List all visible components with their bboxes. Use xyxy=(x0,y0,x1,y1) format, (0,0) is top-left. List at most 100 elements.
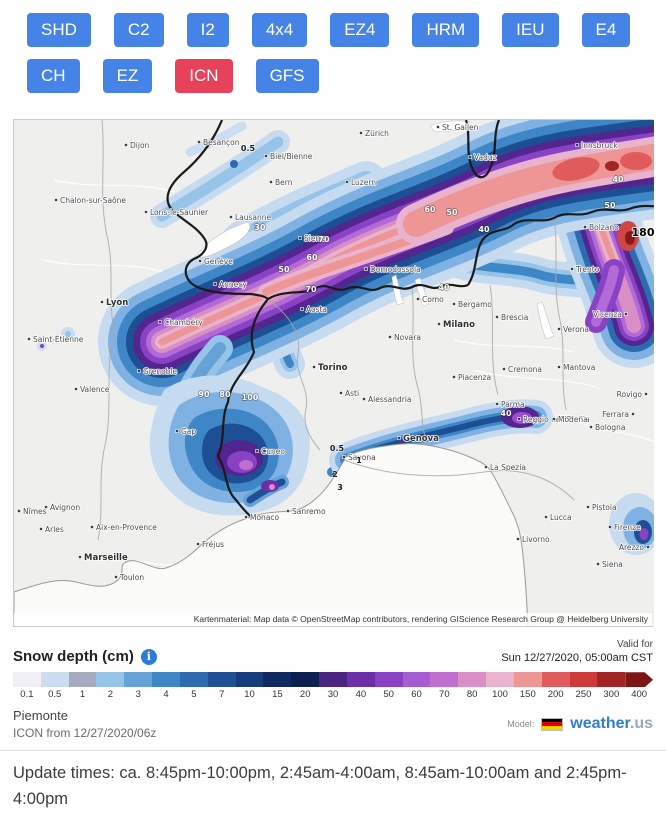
city-label: Chalon-sur-Saône xyxy=(60,196,126,205)
city-marker xyxy=(137,369,141,373)
scale-swatch-200 xyxy=(541,672,570,688)
city-label: Genève xyxy=(204,257,233,266)
city-marker xyxy=(495,402,499,406)
value-label: 40 xyxy=(612,175,624,184)
info-icon[interactable]: i xyxy=(140,648,157,665)
scale-tick-5: 5 xyxy=(191,689,197,701)
map-canvas: Dijon Besançon Zürich St. Gallen Vaduz Innsbr… xyxy=(14,120,654,626)
city-label: Reggio nell'Emilia xyxy=(523,415,590,424)
city-marker xyxy=(342,455,346,459)
value-label: 100 xyxy=(242,393,259,402)
city-marker xyxy=(388,335,392,339)
city-label: Biel/Bienne xyxy=(270,152,313,161)
city-label: Sierre xyxy=(304,234,326,243)
city-labels: Dijon Besançon Zürich St. Gallen Vaduz Innsbr… xyxy=(17,122,650,583)
model-tab-i2[interactable]: I2 xyxy=(186,13,229,47)
scale-tick-1: 1 xyxy=(79,689,86,701)
city-marker xyxy=(631,412,635,416)
city-marker xyxy=(624,312,628,316)
city-marker xyxy=(552,417,556,421)
value-label: 180 xyxy=(632,226,654,239)
city-label: Monaco xyxy=(250,513,280,522)
city-label: Chambéry xyxy=(164,318,203,327)
scale-tick-150: 150 xyxy=(519,689,536,701)
country-borders xyxy=(166,120,654,518)
scale-swatch-30 xyxy=(319,672,347,688)
scale-swatch-3 xyxy=(124,672,153,688)
brand-weather: weather xyxy=(570,715,630,733)
city-label: Asti xyxy=(345,389,359,398)
city-marker xyxy=(78,555,82,559)
model-run: ICON from 12/27/2020/06z xyxy=(13,726,157,741)
model-tab-row-2: CH EZ ICN GFS xyxy=(27,59,666,93)
valid-for: Valid for Sun 12/27/2020, 05:00am CST xyxy=(501,639,653,665)
model-tab-hrm[interactable]: HRM xyxy=(412,13,480,47)
city-marker xyxy=(54,198,58,202)
city-label: Genova xyxy=(403,434,439,444)
city-label: Domodossola xyxy=(370,265,421,274)
city-label: Bologna xyxy=(595,423,626,432)
scale-tick-70: 70 xyxy=(439,689,450,701)
city-marker xyxy=(359,131,363,135)
city-label: Siena xyxy=(602,560,623,569)
city-label: Pistoia xyxy=(592,503,617,512)
model-tab-gfs[interactable]: GFS xyxy=(255,59,319,93)
valid-for-time: Sun 12/27/2020, 05:00am CST xyxy=(501,651,653,664)
model-tab-e4[interactable]: E4 xyxy=(581,13,631,47)
scale-swatch-2 xyxy=(96,672,125,688)
scale-tick-40: 40 xyxy=(355,689,367,701)
value-label: 90 xyxy=(198,390,210,399)
value-label: 70 xyxy=(305,285,317,294)
city-marker xyxy=(644,392,648,396)
city-marker xyxy=(416,297,420,301)
city-label: Valence xyxy=(80,385,110,394)
city-label: Toulon xyxy=(119,573,144,582)
model-tab-c2[interactable]: C2 xyxy=(113,13,164,47)
city-label: Lausanne xyxy=(235,213,272,222)
city-label: Como xyxy=(422,295,444,304)
lakes xyxy=(195,120,555,340)
city-marker xyxy=(286,509,290,513)
value-label: 40 xyxy=(500,409,512,418)
city-label: Marseille xyxy=(84,553,128,563)
model-tab-shd[interactable]: SHD xyxy=(27,13,91,47)
scale-swatch-7 xyxy=(207,672,236,688)
city-marker xyxy=(586,505,590,509)
city-label: Gap xyxy=(181,427,196,436)
scale-swatch-0.1 xyxy=(13,672,41,688)
scale-tick-2: 2 xyxy=(107,689,114,701)
scale-tick-3: 3 xyxy=(135,689,141,701)
weather-us-logo[interactable]: weather.us xyxy=(570,715,653,733)
city-label: Bern xyxy=(275,178,293,187)
city-label: Rovigo xyxy=(617,390,643,399)
city-label: Ferrara xyxy=(602,410,629,419)
model-tab-ieu[interactable]: IEU xyxy=(502,13,559,47)
city-marker xyxy=(484,465,488,469)
city-marker xyxy=(312,365,316,369)
value-label: 70 xyxy=(318,235,330,244)
scale-tick-15: 15 xyxy=(272,689,283,701)
city-marker xyxy=(364,267,368,271)
city-label: Trento xyxy=(575,265,600,274)
city-label: Innsbruck xyxy=(581,141,618,150)
city-marker xyxy=(300,307,304,311)
city-label: Sanremo xyxy=(292,507,326,516)
scale-tick-200: 200 xyxy=(547,689,564,701)
value-label: 0.5 xyxy=(241,144,256,153)
scale-swatch-15 xyxy=(263,672,292,688)
valid-for-label: Valid for xyxy=(617,639,653,650)
city-marker xyxy=(255,449,259,453)
model-tab-ch[interactable]: CH xyxy=(27,59,80,93)
city-marker xyxy=(196,542,200,546)
city-marker xyxy=(596,562,600,566)
model-tab-4x4[interactable]: 4x4 xyxy=(251,13,308,47)
model-tab-ez4[interactable]: EZ4 xyxy=(330,13,390,47)
city-marker xyxy=(362,397,366,401)
scale-swatch-60 xyxy=(402,672,431,688)
model-tab-icn[interactable]: ICN xyxy=(175,59,233,93)
model-tab-ez[interactable]: EZ xyxy=(102,59,153,93)
city-marker xyxy=(495,315,499,319)
scale-tick-4: 4 xyxy=(163,689,169,701)
color-scale-bar xyxy=(13,672,654,688)
value-label: 2 xyxy=(332,470,338,479)
